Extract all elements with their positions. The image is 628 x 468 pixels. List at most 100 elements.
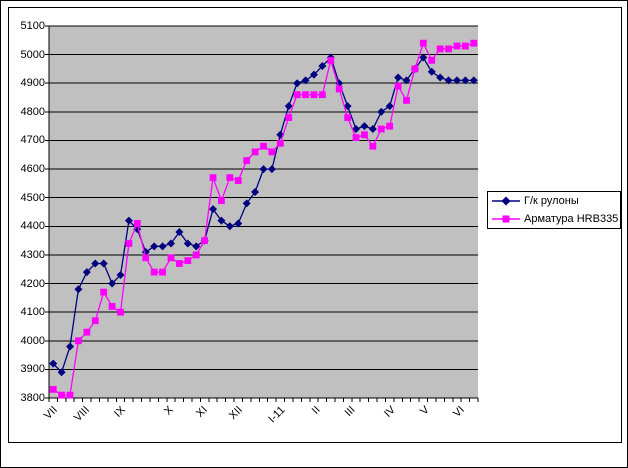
- data-point-diamond: [267, 165, 276, 174]
- data-point-square: [58, 391, 66, 399]
- data-point-diamond: [91, 259, 100, 268]
- data-point-diamond: [427, 67, 436, 76]
- data-point-diamond: [360, 122, 369, 131]
- data-point-square: [419, 39, 427, 47]
- data-point-square: [327, 56, 335, 64]
- data-point-diamond: [82, 268, 91, 277]
- data-point-diamond: [108, 279, 117, 288]
- data-point-diamond: [166, 239, 175, 248]
- data-point-square: [344, 114, 352, 121]
- legend-item-armatura: Арматура HRB335: [488, 210, 620, 228]
- data-point-square: [133, 220, 141, 227]
- data-point-square: [175, 260, 183, 267]
- legend-marker-square-icon: [492, 215, 520, 223]
- legend-label-armatura: Арматура HRB335: [524, 213, 619, 225]
- data-point-diamond: [242, 199, 251, 208]
- data-point-diamond: [352, 125, 361, 134]
- data-point-diamond: [74, 285, 83, 294]
- data-point-square: [352, 134, 360, 141]
- data-point-square: [310, 91, 318, 99]
- data-point-square: [125, 240, 133, 247]
- data-point-diamond: [368, 125, 377, 134]
- legend-marker-diamond-icon: [492, 196, 520, 206]
- data-point-square: [66, 391, 74, 399]
- data-point-square: [234, 177, 242, 184]
- data-point-square: [108, 303, 116, 310]
- data-point-diamond: [301, 76, 310, 85]
- data-point-diamond: [436, 73, 445, 82]
- data-point-diamond: [99, 259, 108, 268]
- data-point-diamond: [183, 239, 192, 248]
- data-point-square: [251, 148, 259, 156]
- data-point-square: [394, 82, 402, 90]
- data-point-diamond: [284, 102, 293, 111]
- data-point-square: [377, 125, 385, 133]
- data-point-diamond: [469, 76, 478, 85]
- data-point-square: [361, 131, 368, 139]
- data-point-square: [411, 65, 419, 73]
- data-point-diamond: [377, 107, 386, 116]
- data-point-diamond: [385, 102, 394, 111]
- data-point-square: [117, 308, 124, 316]
- data-point-square: [167, 254, 175, 262]
- data-point-diamond: [225, 222, 234, 231]
- data-point-diamond: [192, 242, 201, 251]
- data-point-diamond: [309, 70, 318, 79]
- data-point-square: [369, 142, 377, 150]
- data-point-square: [142, 254, 150, 262]
- data-point-square: [268, 148, 276, 156]
- data-point-square: [445, 45, 452, 53]
- data-point-square: [302, 91, 309, 99]
- data-point-diamond: [124, 216, 133, 225]
- data-point-diamond: [158, 242, 167, 251]
- data-point-square: [461, 42, 469, 50]
- data-point-square: [201, 237, 209, 245]
- data-point-square: [209, 174, 217, 182]
- data-point-diamond: [402, 76, 411, 85]
- data-point-square: [260, 142, 267, 150]
- data-point-square: [436, 45, 444, 53]
- data-point-square: [49, 386, 57, 393]
- data-point-square: [226, 174, 234, 182]
- data-point-diamond: [150, 242, 159, 251]
- data-point-square: [75, 337, 82, 345]
- data-point-diamond: [175, 228, 184, 237]
- data-point-square: [184, 257, 192, 265]
- data-point-square: [100, 288, 108, 296]
- data-point-square: [318, 91, 326, 99]
- data-point-square: [453, 42, 461, 50]
- data-point-square: [91, 317, 99, 325]
- data-point-square: [285, 114, 293, 121]
- data-point-square: [403, 97, 410, 104]
- data-point-diamond: [251, 187, 260, 196]
- data-point-square: [386, 122, 394, 130]
- data-point-diamond: [209, 205, 218, 214]
- data-point-diamond: [293, 79, 302, 88]
- data-point-diamond: [343, 102, 352, 111]
- legend-box: Г/к рулоны Арматура HRB335: [487, 191, 621, 229]
- data-point-diamond: [217, 216, 226, 225]
- data-point-diamond: [116, 270, 125, 279]
- data-point-diamond: [49, 359, 58, 368]
- data-point-square: [335, 85, 343, 93]
- data-point-square: [243, 157, 251, 164]
- legend-item-gk-rulony: Г/к рулоны: [488, 192, 620, 210]
- data-point-square: [293, 91, 301, 99]
- data-point-diamond: [461, 76, 470, 85]
- legend-label-gk-rulony: Г/к рулоны: [524, 195, 579, 207]
- data-point-square: [83, 328, 91, 336]
- data-point-diamond: [318, 62, 327, 71]
- data-point-diamond: [444, 76, 453, 85]
- data-point-square: [428, 56, 436, 64]
- data-point-diamond: [394, 73, 403, 82]
- data-point-diamond: [452, 76, 461, 85]
- data-point-square: [192, 251, 200, 259]
- data-point-square: [470, 39, 478, 47]
- plot-background: [49, 26, 478, 398]
- data-point-diamond: [66, 342, 75, 351]
- data-point-diamond: [234, 219, 243, 228]
- data-point-square: [218, 197, 225, 204]
- data-point-diamond: [57, 368, 66, 377]
- data-point-square: [150, 268, 158, 276]
- data-point-diamond: [259, 165, 268, 174]
